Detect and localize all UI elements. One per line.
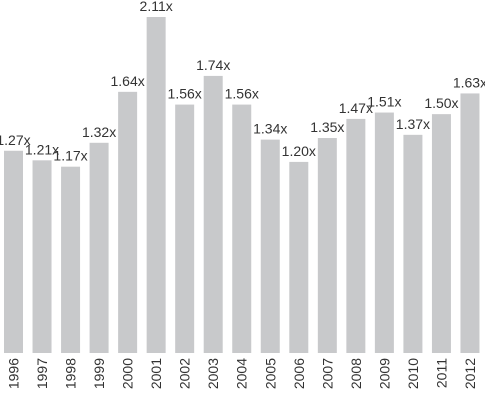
value-label: 1.64x bbox=[110, 73, 144, 89]
x-tick-label: 2004 bbox=[234, 358, 250, 389]
bar bbox=[118, 91, 138, 354]
x-tick-label: 1997 bbox=[34, 358, 50, 389]
bar bbox=[260, 139, 280, 353]
x-tick-label: 2011 bbox=[433, 358, 449, 388]
bar bbox=[89, 142, 109, 353]
value-label: 1.50x bbox=[424, 95, 458, 111]
bar bbox=[460, 93, 480, 353]
x-tick-label: 2001 bbox=[148, 358, 164, 389]
bar bbox=[403, 134, 423, 353]
value-label: 1.63x bbox=[453, 74, 485, 90]
bar bbox=[146, 17, 166, 353]
value-label: 1.32x bbox=[82, 124, 116, 140]
bar bbox=[232, 104, 252, 353]
x-tick-label: 1999 bbox=[91, 358, 107, 389]
bar bbox=[203, 75, 223, 353]
value-label: 1.56x bbox=[225, 86, 259, 102]
bar bbox=[32, 160, 52, 353]
value-label: 1.51x bbox=[367, 94, 401, 110]
value-label: 1.17x bbox=[53, 148, 87, 164]
value-label: 2.11x bbox=[140, 0, 173, 14]
value-label: 1.34x bbox=[253, 121, 287, 137]
value-label: 1.35x bbox=[310, 119, 344, 135]
value-label: 1.74x bbox=[196, 57, 230, 73]
x-tick-label: 2002 bbox=[177, 358, 193, 389]
bar bbox=[175, 104, 195, 353]
x-tick-label: 1996 bbox=[6, 358, 22, 389]
x-tick-label: 2009 bbox=[376, 358, 392, 389]
value-label: 1.47x bbox=[339, 100, 373, 116]
x-tick-label: 2006 bbox=[291, 358, 307, 389]
x-tick-label: 2005 bbox=[262, 358, 278, 389]
bar bbox=[431, 114, 451, 353]
bar bbox=[289, 161, 309, 353]
bar bbox=[4, 150, 23, 353]
bar bbox=[374, 112, 394, 354]
bar bbox=[346, 118, 366, 353]
x-tick-label: 2003 bbox=[205, 358, 221, 389]
x-tick-label: 2010 bbox=[405, 358, 421, 389]
x-tick-label: 2008 bbox=[348, 358, 364, 389]
bar bbox=[61, 166, 81, 353]
value-label: 1.56x bbox=[168, 86, 202, 102]
x-tick-label: 2000 bbox=[120, 358, 136, 389]
x-tick-label: 2007 bbox=[319, 358, 335, 389]
value-label: 1.27x bbox=[0, 132, 31, 148]
value-label: 1.37x bbox=[396, 116, 430, 132]
x-tick-label: 1998 bbox=[63, 358, 79, 389]
value-label: 1.21x bbox=[25, 141, 59, 157]
bar bbox=[317, 138, 337, 353]
value-label: 1.20x bbox=[282, 143, 316, 159]
x-tick-label: 2012 bbox=[462, 358, 478, 389]
